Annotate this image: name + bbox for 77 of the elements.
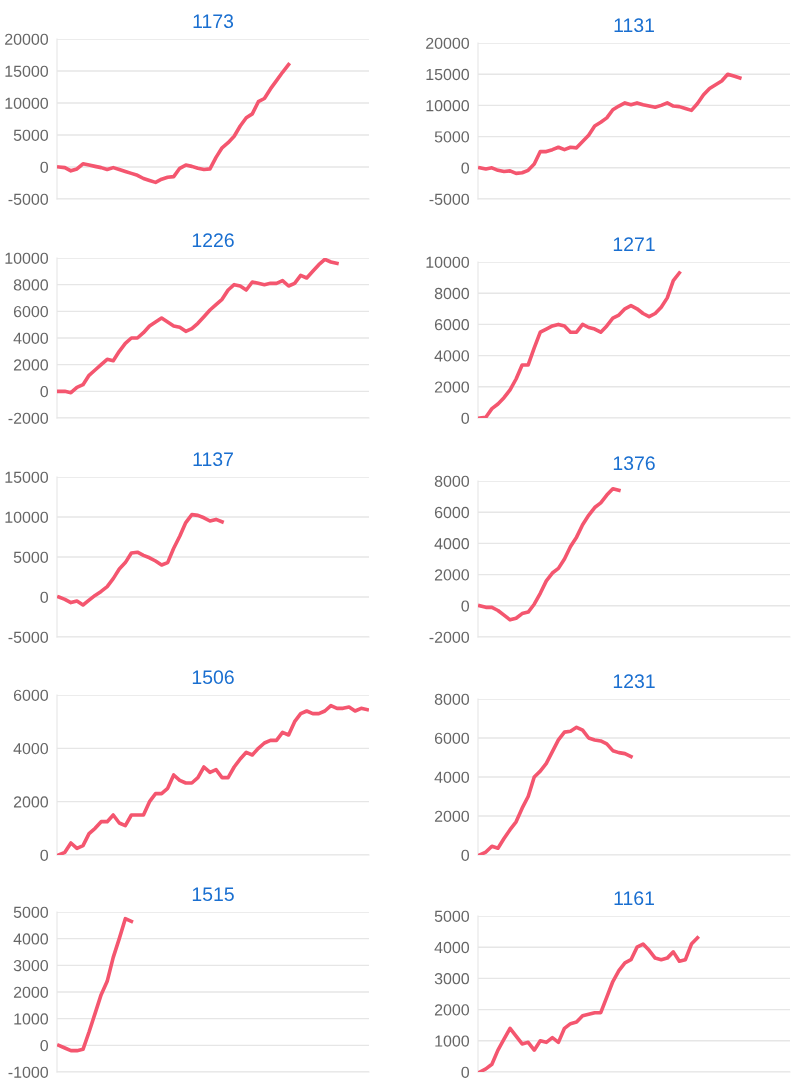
y-tick-label: -5000 — [429, 193, 470, 205]
y-tick-label: 8000 — [13, 279, 49, 291]
chart-title: 1231 — [613, 674, 655, 689]
chart-title: 1173 — [193, 14, 234, 29]
y-tick-label: 4000 — [13, 742, 49, 755]
y-tick-label: 8000 — [434, 475, 470, 487]
y-tick-label: -5000 — [8, 193, 49, 205]
y-tick-label: 10000 — [426, 100, 470, 112]
chart-title: 1271 — [613, 237, 655, 251]
y-tick-label: 8000 — [434, 693, 470, 705]
y-tick-label: 0 — [461, 600, 470, 612]
y-tick-label: 4000 — [434, 350, 470, 362]
y-tick-label: 5000 — [13, 129, 49, 141]
y-tick-label: 2000 — [13, 796, 49, 808]
y-tick-label: 5000 — [13, 551, 49, 563]
y-tick-label: 0 — [40, 1039, 49, 1052]
y-tick-label: 0 — [40, 161, 49, 173]
chart-title: 1515 — [192, 887, 234, 902]
y-tick-label: 2000 — [13, 359, 49, 371]
line-series — [57, 512, 224, 607]
y-tick-label: 4000 — [13, 332, 49, 344]
y-tick-label: 5000 — [434, 131, 470, 143]
y-tick-label: -5000 — [8, 631, 49, 643]
y-tick-label: 20000 — [426, 37, 470, 49]
y-tick-label: 2000 — [434, 569, 470, 581]
y-tick-label: 5000 — [13, 906, 49, 918]
chart-title: 1226 — [192, 233, 234, 248]
y-tick-label: 6000 — [434, 506, 470, 519]
line-series — [478, 486, 621, 622]
y-tick-label: 10000 — [5, 511, 49, 523]
y-tick-label: 6000 — [434, 732, 470, 744]
y-tick-label: 0 — [461, 412, 470, 424]
chart-title: 1137 — [193, 452, 233, 467]
y-tick-label: 15000 — [5, 65, 49, 77]
y-tick-label: 4000 — [13, 933, 49, 945]
y-tick-label: 4000 — [434, 771, 470, 783]
y-tick-label: 5000 — [434, 910, 470, 922]
y-tick-label: 2000 — [13, 986, 49, 998]
line-series — [57, 916, 134, 1053]
y-tick-label: 6000 — [13, 689, 49, 701]
y-tick-label: 10000 — [5, 97, 49, 109]
y-tick-label: 8000 — [434, 287, 470, 300]
y-tick-label: 4000 — [434, 941, 470, 954]
chart-title: 1131 — [614, 18, 654, 33]
y-tick-label: 3000 — [434, 973, 470, 985]
y-tick-label: 4000 — [434, 538, 470, 550]
chart-title: 1161 — [614, 891, 654, 906]
y-tick-label: 2000 — [434, 1004, 470, 1016]
y-tick-label: 0 — [40, 385, 49, 398]
y-tick-label: 10000 — [5, 252, 49, 264]
y-tick-label: -1000 — [8, 1066, 49, 1078]
y-tick-label: 0 — [461, 849, 470, 861]
y-tick-label: -2000 — [429, 631, 470, 643]
y-tick-label: 15000 — [5, 471, 49, 483]
y-tick-label: 1000 — [14, 1013, 49, 1025]
y-tick-label: 2000 — [434, 381, 470, 393]
chart-title: 1376 — [613, 456, 655, 471]
y-tick-label: 1000 — [435, 1035, 470, 1047]
line-series — [57, 258, 339, 395]
y-tick-label: 2000 — [434, 810, 470, 822]
chart-title: 1506 — [192, 670, 234, 685]
y-tick-label: 0 — [461, 162, 470, 174]
y-tick-label: 0 — [40, 849, 49, 861]
y-tick-label: 6000 — [434, 319, 470, 331]
y-tick-label: -2000 — [8, 412, 49, 424]
y-tick-label: 0 — [461, 1066, 470, 1078]
y-tick-label: 0 — [40, 591, 49, 603]
line-series — [478, 72, 742, 176]
line-series — [57, 62, 291, 185]
y-tick-label: 10000 — [426, 256, 470, 268]
line-series — [478, 725, 633, 855]
y-tick-label: 3000 — [13, 959, 49, 972]
y-tick-label: 15000 — [426, 68, 470, 81]
y-tick-label: 6000 — [13, 305, 49, 318]
line-series — [478, 936, 700, 1072]
y-tick-label: 20000 — [5, 33, 49, 45]
line-series — [478, 271, 682, 418]
